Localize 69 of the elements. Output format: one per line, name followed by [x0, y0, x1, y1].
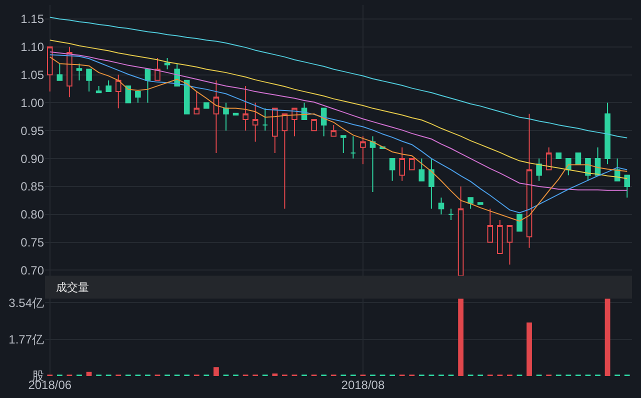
candlestick — [86, 68, 92, 92]
candlestick — [223, 102, 229, 132]
candlestick — [144, 68, 151, 104]
candlestick — [282, 113, 288, 210]
candlestick — [350, 136, 356, 160]
candlestick — [164, 58, 170, 70]
candlestick — [389, 158, 396, 182]
candlestick — [408, 158, 415, 170]
candlestick — [56, 63, 63, 81]
candlestick — [135, 91, 141, 104]
candlestick — [46, 46, 53, 92]
candlestick — [477, 202, 484, 205]
y-tick-label: 0.90 — [20, 152, 44, 166]
candlestick — [497, 219, 503, 254]
candlestick — [311, 118, 317, 132]
candlestick — [624, 174, 630, 198]
y-tick-label: 3.54亿 — [8, 296, 44, 310]
bar — [458, 298, 464, 376]
bar — [526, 322, 532, 376]
candlestick — [458, 186, 464, 276]
candlestick — [556, 152, 562, 160]
candlestick — [115, 74, 122, 109]
candlestick — [106, 80, 112, 92]
y-tick-label: 0.75 — [20, 236, 44, 250]
y-tick-label: 0.95 — [20, 124, 44, 138]
candlestick — [468, 197, 474, 210]
y-tick-label: 0.80 — [20, 208, 44, 222]
candlestick — [536, 158, 542, 182]
candlestick — [242, 85, 248, 132]
line-series — [49, 16, 628, 138]
y-tick-label: 1.77亿 — [8, 332, 44, 346]
candlestick — [184, 80, 190, 114]
candlestick — [154, 58, 160, 81]
x-tick-label: 2018/08 — [341, 378, 385, 392]
candlestick — [262, 108, 268, 132]
candlestick — [438, 197, 444, 215]
candlestick — [399, 146, 405, 182]
candlestick — [604, 102, 610, 165]
chart-title: 成交量 — [56, 281, 89, 294]
candlestick — [516, 214, 522, 232]
candlestick — [252, 102, 258, 142]
candlestick — [272, 108, 278, 154]
candlestick — [370, 136, 376, 193]
candlestick — [487, 208, 494, 243]
candlestick — [96, 85, 102, 94]
candlestick — [66, 46, 72, 98]
candlestick — [526, 113, 532, 248]
y-tick-label: 1.15 — [20, 12, 44, 26]
candlestick — [428, 158, 434, 210]
candlestick — [194, 91, 200, 114]
candlestick — [506, 225, 513, 266]
bar — [86, 372, 92, 376]
y-tick-label: 1.05 — [20, 68, 44, 82]
bar — [214, 367, 219, 376]
candlestick — [213, 80, 220, 154]
line-series — [49, 51, 628, 191]
y-tick-label: 0.85 — [20, 180, 44, 194]
line-series — [49, 40, 628, 180]
candlestick — [340, 135, 346, 154]
candlestick — [360, 136, 366, 165]
candlestick — [418, 158, 425, 182]
y-tick-label: 0.70 — [20, 263, 44, 278]
y-tick-label: 1.10 — [20, 40, 44, 54]
bar — [604, 298, 610, 376]
y-tick-label: 1.00 — [20, 96, 44, 110]
candlestick — [448, 208, 454, 220]
candlestick — [330, 124, 337, 137]
candlestick — [76, 63, 82, 81]
candlestick — [204, 102, 210, 109]
